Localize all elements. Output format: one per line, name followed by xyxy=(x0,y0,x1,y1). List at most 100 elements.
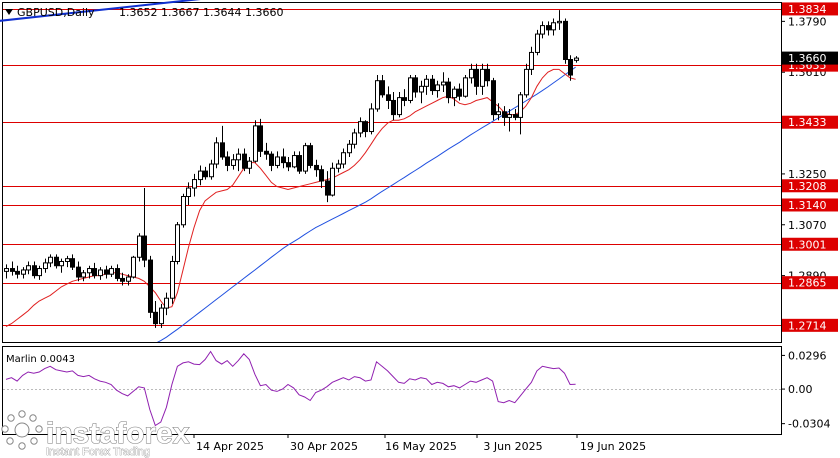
candle xyxy=(502,106,507,126)
candle xyxy=(441,72,446,92)
time-tick-label: 3 Jun 2025 xyxy=(483,440,542,453)
candle-body xyxy=(546,25,551,31)
candle-body xyxy=(551,22,556,31)
candle xyxy=(303,142,308,174)
candle-body xyxy=(115,268,120,279)
candle-body xyxy=(48,256,53,264)
candle-body xyxy=(419,85,424,93)
candle xyxy=(153,301,158,328)
candle xyxy=(181,193,186,228)
candle-body xyxy=(446,81,451,99)
candle xyxy=(286,156,291,172)
candle-body xyxy=(170,260,175,299)
candle xyxy=(574,56,579,63)
candle xyxy=(452,86,457,107)
candle xyxy=(546,21,551,36)
marlin-title: Marlin 0.0043 xyxy=(6,354,75,365)
candle-body xyxy=(568,59,573,76)
candle-body xyxy=(242,153,247,169)
candle xyxy=(463,75,468,98)
candle xyxy=(485,63,490,87)
candle xyxy=(264,142,269,160)
candle xyxy=(524,63,529,98)
candle xyxy=(115,264,120,282)
candle xyxy=(408,75,413,104)
candle-body xyxy=(65,258,70,262)
candle xyxy=(192,173,197,197)
level-label: 1.3433 xyxy=(788,116,827,129)
candle xyxy=(358,117,363,138)
level-label: 1.3140 xyxy=(788,199,827,212)
candle-body xyxy=(209,163,214,178)
candle xyxy=(330,162,335,197)
level-label-box xyxy=(782,276,838,290)
candle-body xyxy=(574,57,579,61)
marlin-indicator: 0.0296 0.00 -0.0304 xyxy=(3,349,830,431)
level-label-box xyxy=(782,2,838,16)
candle-body xyxy=(457,88,462,97)
candle-body xyxy=(363,121,368,133)
candle xyxy=(98,267,103,280)
candle-body xyxy=(408,77,413,101)
candle xyxy=(380,75,385,98)
candles xyxy=(4,10,579,328)
candle-body xyxy=(480,68,485,87)
candle xyxy=(81,269,86,282)
candle-body xyxy=(236,153,241,161)
candle-body xyxy=(303,145,308,172)
candle xyxy=(507,108,512,132)
candle-body xyxy=(92,268,97,277)
candle xyxy=(21,267,26,279)
candle xyxy=(446,77,451,104)
marlin-tick-label: 0.0296 xyxy=(788,349,827,362)
candle xyxy=(518,91,523,135)
candle xyxy=(281,148,286,169)
candle-body xyxy=(485,68,490,82)
candle-body xyxy=(21,269,26,275)
candle xyxy=(397,91,402,118)
candle-body xyxy=(557,20,562,24)
candle xyxy=(336,159,341,173)
candle xyxy=(540,21,545,39)
candle xyxy=(386,86,391,109)
marlin-tick-label: -0.0304 xyxy=(788,418,830,431)
level-lines xyxy=(3,9,781,326)
time-tick-label: 30 Apr 2025 xyxy=(290,440,358,453)
candle xyxy=(413,75,418,98)
indicator-pane-frame xyxy=(2,346,782,435)
candle xyxy=(253,120,258,163)
candle xyxy=(430,75,435,95)
candle xyxy=(65,255,70,268)
candle xyxy=(170,255,175,304)
candle xyxy=(15,265,20,279)
candle-body xyxy=(308,145,313,166)
candle-body xyxy=(330,167,335,196)
candle-body xyxy=(474,68,479,87)
candle xyxy=(247,156,252,174)
candle-body xyxy=(225,156,230,166)
level-label-box xyxy=(782,198,838,212)
candle-body xyxy=(126,276,131,282)
watermark: instaforex Instant Forex Trading xyxy=(1,410,190,458)
price-tick-label: 1.3070 xyxy=(788,219,827,232)
candle xyxy=(242,148,247,172)
candle xyxy=(59,258,64,273)
candle-body xyxy=(286,162,291,168)
candle-body xyxy=(37,268,42,277)
candle xyxy=(352,128,357,149)
candle-body xyxy=(402,97,407,101)
candle-body xyxy=(452,88,457,99)
trendline xyxy=(0,0,201,22)
candle xyxy=(109,265,114,278)
candle xyxy=(120,272,125,286)
candle xyxy=(142,188,147,268)
candle-body xyxy=(247,160,252,169)
candle-body xyxy=(424,78,429,87)
level-label: 1.2714 xyxy=(788,319,827,332)
trendline-layer xyxy=(0,0,201,22)
candle xyxy=(551,18,556,36)
collapse-triangle-icon[interactable] xyxy=(5,9,13,15)
candle-body xyxy=(98,269,103,277)
level-label-box xyxy=(782,237,838,251)
candle-body xyxy=(375,80,380,110)
